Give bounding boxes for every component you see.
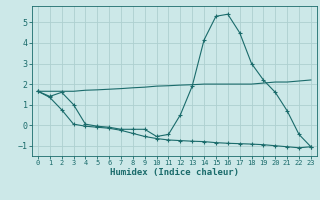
X-axis label: Humidex (Indice chaleur): Humidex (Indice chaleur) (110, 168, 239, 177)
